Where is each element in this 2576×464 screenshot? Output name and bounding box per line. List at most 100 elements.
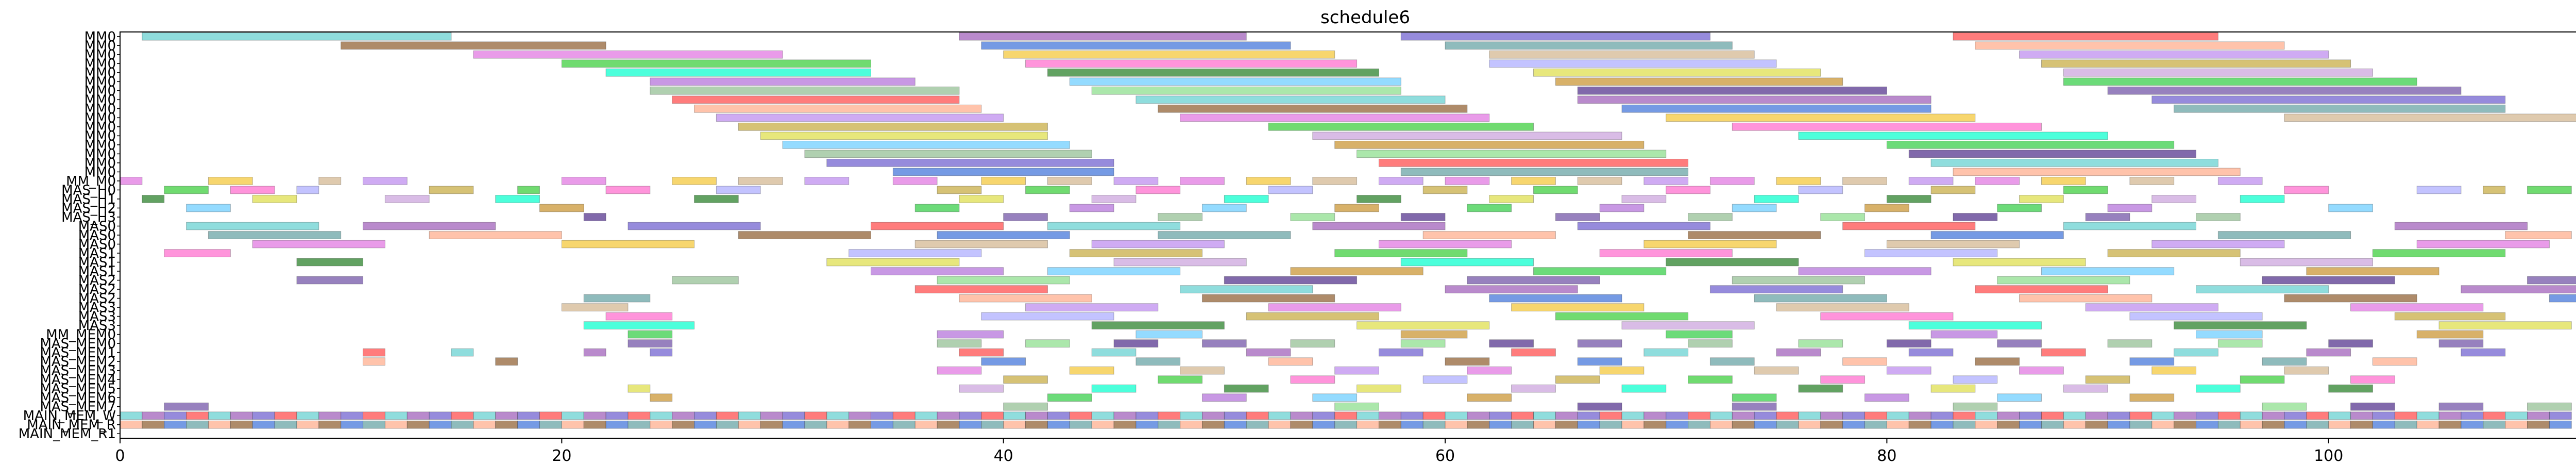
- task-bar: [650, 420, 673, 429]
- task-bar: [164, 420, 187, 429]
- task-bar: [2505, 411, 2528, 420]
- task-bar: [1445, 420, 1468, 429]
- task-bar: [1357, 384, 1401, 393]
- row-label: MM0: [84, 146, 116, 162]
- task-bar: [2350, 420, 2373, 429]
- task-bar: [1400, 420, 1423, 429]
- task-bar: [2063, 411, 2086, 420]
- task-bar: [1136, 411, 1159, 420]
- task-bar: [1997, 393, 2042, 402]
- task-bar: [2041, 348, 2086, 357]
- task-bar: [1842, 222, 1976, 230]
- task-bar: [2549, 411, 2572, 420]
- row-label: MAIN_MEM_R: [27, 418, 116, 433]
- task-bar: [694, 195, 739, 203]
- task-bar: [2328, 411, 2351, 420]
- task-bar: [495, 420, 518, 429]
- task-bar: [2284, 411, 2307, 420]
- task-bar: [1357, 411, 1379, 420]
- task-bar: [1577, 402, 1622, 411]
- task-bar: [2306, 411, 2329, 420]
- row-label: MM0: [84, 164, 116, 180]
- row-label: MM0: [84, 29, 116, 45]
- task-bar: [1312, 131, 1622, 140]
- task-bar: [2461, 285, 2576, 293]
- task-bar: [826, 420, 850, 429]
- task-bar: [2372, 249, 2506, 257]
- task-bar: [2483, 186, 2506, 194]
- row-label: MM0: [84, 138, 116, 153]
- task-bar: [1201, 294, 1335, 303]
- task-bar: [583, 321, 695, 329]
- task-bar: [892, 420, 916, 429]
- task-bar: [341, 420, 364, 429]
- task-bar: [2438, 339, 2484, 347]
- task-bar: [1555, 312, 1689, 321]
- task-bar: [363, 420, 385, 429]
- task-bar: [1886, 411, 1909, 420]
- task-bar: [1047, 177, 1092, 185]
- task-bar: [628, 330, 673, 339]
- row-labels: MM0MM0MM0MM0MM0MM0MM0MM0MM0MM0MM0MM0MM0M…: [19, 29, 120, 442]
- row-label: MM0: [84, 74, 116, 90]
- task-bar: [2438, 411, 2462, 420]
- task-bar: [981, 177, 1026, 185]
- task-bar: [1224, 384, 1269, 393]
- task-bar: [539, 420, 562, 429]
- task-bar: [142, 195, 165, 203]
- task-bar: [296, 420, 319, 429]
- task-bar: [2306, 348, 2351, 357]
- task-bar: [473, 50, 783, 59]
- task-bar: [2549, 294, 2576, 303]
- task-bar: [2151, 95, 2506, 104]
- task-bar: [1246, 177, 1291, 185]
- task-bar: [1754, 366, 1799, 375]
- task-bar: [782, 420, 805, 429]
- task-bar: [1180, 411, 1202, 420]
- task-bar: [1445, 357, 1490, 366]
- x-axis: 0 20 40 60 80 100: [115, 438, 2343, 464]
- task-bar: [539, 411, 562, 420]
- task-bar: [2350, 375, 2395, 384]
- task-bar: [2063, 384, 2108, 393]
- task-bar: [605, 68, 871, 77]
- task-bar: [650, 77, 916, 86]
- task-bar: [672, 411, 695, 420]
- task-bar: [1158, 375, 1202, 384]
- task-bar: [2549, 420, 2572, 429]
- task-bar: [1930, 231, 2064, 239]
- row-label: MM0: [84, 92, 116, 108]
- task-bar: [628, 384, 651, 393]
- task-bar: [1621, 195, 1667, 203]
- task-bar: [583, 411, 606, 420]
- task-bar: [959, 348, 1004, 357]
- task-bar: [1820, 213, 1866, 221]
- task-bar: [1047, 222, 1181, 230]
- task-bar: [1047, 68, 1379, 77]
- task-bar: [981, 420, 1004, 429]
- task-bar: [1666, 113, 1976, 122]
- task-bar: [628, 411, 651, 420]
- task-bar: [2019, 411, 2042, 420]
- task-bar: [1025, 411, 1048, 420]
- task-bar: [296, 411, 319, 420]
- task-bar: [1555, 420, 1578, 429]
- task-bar: [1445, 177, 1490, 185]
- task-bar: [605, 420, 629, 429]
- task-bar: [1732, 420, 1755, 429]
- task-bar: [517, 420, 540, 429]
- task-bar: [2527, 420, 2550, 429]
- task-bar: [1091, 420, 1114, 429]
- row-label: MAS_MEM0: [40, 336, 116, 352]
- task-bar: [1997, 339, 2042, 347]
- task-bar: [1400, 258, 1534, 267]
- row-label: MAS_MEM2: [40, 354, 116, 370]
- task-bar: [672, 420, 695, 429]
- task-bar: [1357, 150, 1667, 158]
- task-bar: [2019, 366, 2064, 375]
- task-bar: [1975, 420, 1998, 429]
- task-bar: [1158, 213, 1202, 221]
- task-bar: [650, 86, 960, 95]
- task-bar: [826, 258, 960, 267]
- task-bar: [1400, 213, 1446, 221]
